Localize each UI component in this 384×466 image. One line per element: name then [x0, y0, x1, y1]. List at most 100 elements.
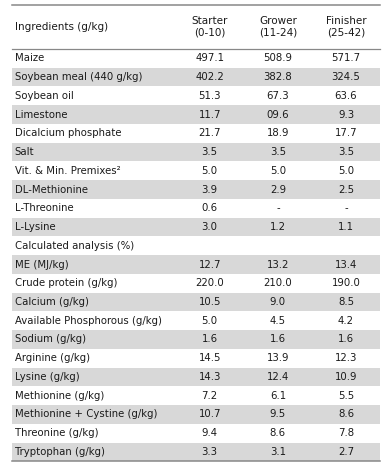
Text: 3.0: 3.0: [202, 222, 218, 232]
Text: L-Threonine: L-Threonine: [15, 203, 73, 213]
Text: 12.7: 12.7: [199, 260, 221, 269]
Text: 14.5: 14.5: [199, 353, 221, 363]
Text: 8.5: 8.5: [338, 297, 354, 307]
Text: 1.1: 1.1: [338, 222, 354, 232]
Text: 9.0: 9.0: [270, 297, 286, 307]
Text: -: -: [344, 203, 348, 213]
Text: 5.0: 5.0: [338, 166, 354, 176]
Text: 12.3: 12.3: [335, 353, 357, 363]
Text: 14.3: 14.3: [199, 372, 221, 382]
Text: 1.2: 1.2: [270, 222, 286, 232]
Text: Grower
(11-24): Grower (11-24): [259, 16, 297, 38]
Bar: [12, 293, 380, 311]
Text: 3.5: 3.5: [338, 147, 354, 157]
Bar: [12, 218, 380, 236]
Text: 21.7: 21.7: [199, 128, 221, 138]
Text: 1.6: 1.6: [338, 335, 354, 344]
Text: 220.0: 220.0: [195, 278, 224, 288]
Text: 63.6: 63.6: [335, 91, 358, 101]
Bar: [12, 236, 380, 255]
Text: 09.6: 09.6: [266, 110, 289, 120]
Text: 1.6: 1.6: [270, 335, 286, 344]
Text: Calcium (g/kg): Calcium (g/kg): [15, 297, 89, 307]
Bar: [12, 424, 380, 443]
Text: 4.5: 4.5: [270, 316, 286, 326]
Bar: [12, 86, 380, 105]
Bar: [12, 330, 380, 349]
Bar: [12, 349, 380, 368]
Text: 13.9: 13.9: [266, 353, 289, 363]
Text: L-Lysine: L-Lysine: [15, 222, 55, 232]
Text: 402.2: 402.2: [195, 72, 224, 82]
Text: 12.4: 12.4: [266, 372, 289, 382]
Text: 382.8: 382.8: [263, 72, 292, 82]
Text: Sodium (g/kg): Sodium (g/kg): [15, 335, 86, 344]
Text: Salt: Salt: [15, 147, 34, 157]
Text: 5.0: 5.0: [202, 316, 218, 326]
Text: 2.9: 2.9: [270, 185, 286, 194]
Text: 17.7: 17.7: [335, 128, 358, 138]
Text: 10.7: 10.7: [199, 410, 221, 419]
Text: 9.5: 9.5: [270, 410, 286, 419]
Text: 3.5: 3.5: [202, 147, 218, 157]
Text: 571.7: 571.7: [331, 53, 361, 63]
Bar: [12, 49, 380, 68]
Bar: [12, 124, 380, 143]
Text: 9.3: 9.3: [338, 110, 354, 120]
Bar: [12, 405, 380, 424]
Text: 7.8: 7.8: [338, 428, 354, 438]
Text: 9.4: 9.4: [202, 428, 218, 438]
Text: 2.5: 2.5: [338, 185, 354, 194]
Text: DL-Methionine: DL-Methionine: [15, 185, 88, 194]
Text: Tryptophan (g/kg): Tryptophan (g/kg): [15, 447, 104, 457]
Text: Lysine (g/kg): Lysine (g/kg): [15, 372, 79, 382]
Bar: [12, 161, 380, 180]
Bar: [12, 68, 380, 86]
Text: 13.2: 13.2: [266, 260, 289, 269]
Text: 324.5: 324.5: [332, 72, 361, 82]
Text: Soybean meal (440 g/kg): Soybean meal (440 g/kg): [15, 72, 142, 82]
Text: Dicalcium phosphate: Dicalcium phosphate: [15, 128, 121, 138]
Bar: [12, 311, 380, 330]
Text: Soybean oil: Soybean oil: [15, 91, 73, 101]
Bar: [12, 386, 380, 405]
Text: 18.9: 18.9: [266, 128, 289, 138]
Text: Calculated analysis (%): Calculated analysis (%): [15, 241, 134, 251]
Text: 5.0: 5.0: [202, 166, 218, 176]
Text: 2.7: 2.7: [338, 447, 354, 457]
Text: 1.6: 1.6: [202, 335, 218, 344]
Bar: [12, 368, 380, 386]
Text: Ingredients (g/kg): Ingredients (g/kg): [15, 22, 108, 32]
Text: 10.5: 10.5: [199, 297, 221, 307]
Text: Maize: Maize: [15, 53, 44, 63]
Text: 3.5: 3.5: [270, 147, 286, 157]
Text: 497.1: 497.1: [195, 53, 224, 63]
Text: Threonine (g/kg): Threonine (g/kg): [15, 428, 98, 438]
Text: 51.3: 51.3: [199, 91, 221, 101]
Text: 11.7: 11.7: [199, 110, 221, 120]
Text: 4.2: 4.2: [338, 316, 354, 326]
Text: 67.3: 67.3: [266, 91, 289, 101]
Text: 8.6: 8.6: [270, 428, 286, 438]
Text: Limestone: Limestone: [15, 110, 67, 120]
Text: -: -: [276, 203, 280, 213]
Text: Starter
(0-10): Starter (0-10): [192, 16, 228, 38]
Bar: [12, 443, 380, 461]
Text: 13.4: 13.4: [335, 260, 357, 269]
Bar: [12, 180, 380, 199]
Text: 3.3: 3.3: [202, 447, 218, 457]
Text: ME (MJ/kg): ME (MJ/kg): [15, 260, 68, 269]
Text: Crude protein (g/kg): Crude protein (g/kg): [15, 278, 117, 288]
Text: 6.1: 6.1: [270, 391, 286, 401]
Text: Finisher
(25-42): Finisher (25-42): [326, 16, 366, 38]
Text: Available Phosphorous (g/kg): Available Phosphorous (g/kg): [15, 316, 162, 326]
Text: 3.1: 3.1: [270, 447, 286, 457]
Text: Methionine + Cystine (g/kg): Methionine + Cystine (g/kg): [15, 410, 157, 419]
Text: 5.5: 5.5: [338, 391, 354, 401]
Text: 3.9: 3.9: [202, 185, 218, 194]
Text: Methionine (g/kg): Methionine (g/kg): [15, 391, 104, 401]
Text: 0.6: 0.6: [202, 203, 218, 213]
Bar: [12, 105, 380, 124]
Bar: [12, 255, 380, 274]
Bar: [12, 143, 380, 161]
